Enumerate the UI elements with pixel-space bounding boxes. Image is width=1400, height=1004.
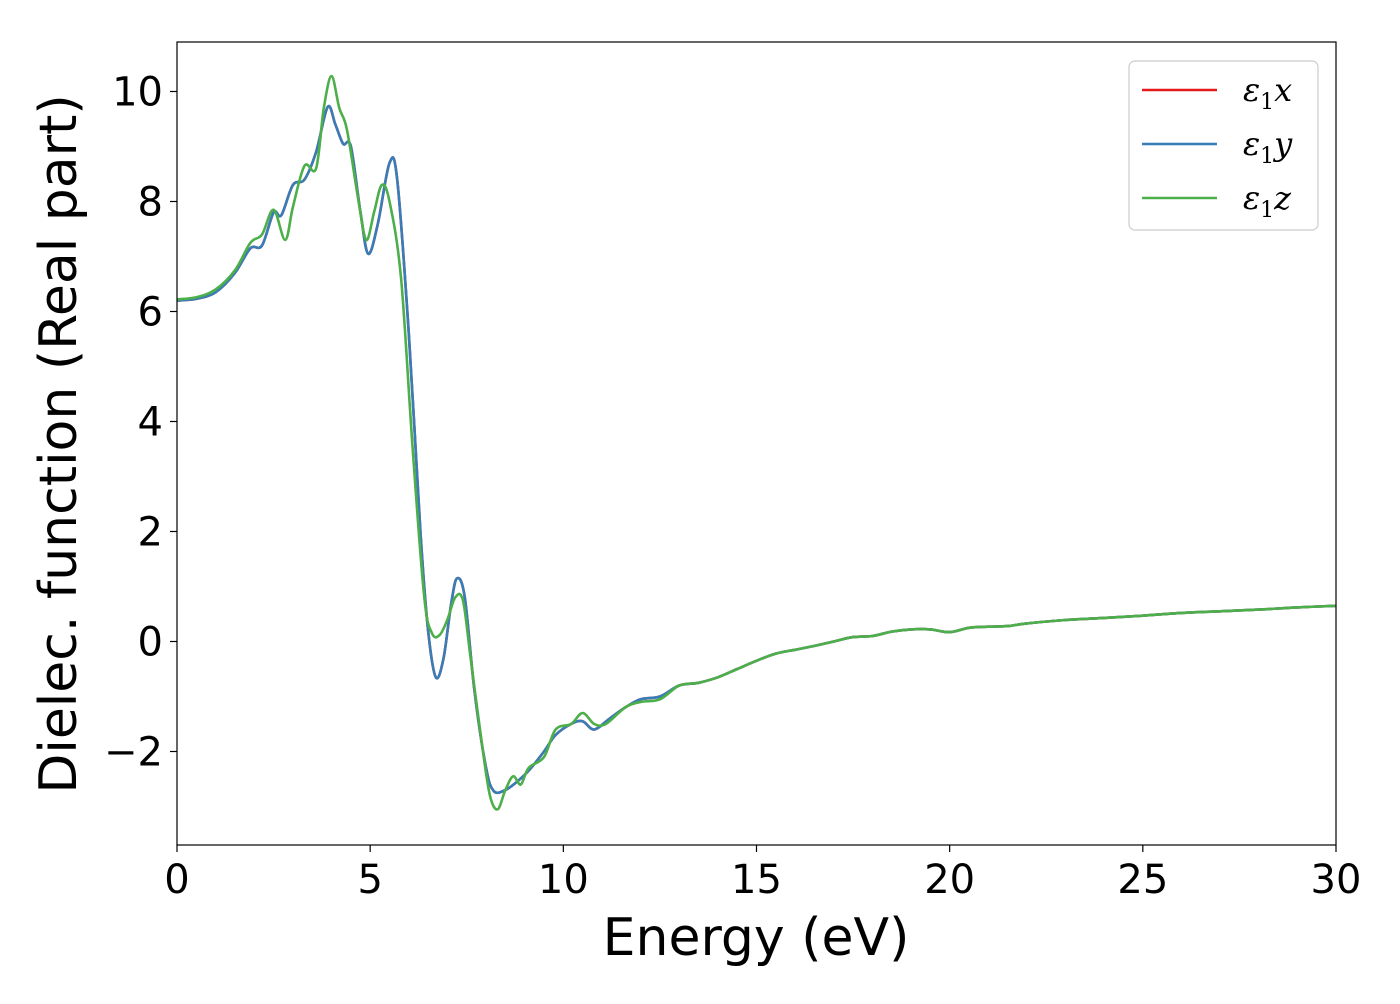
x-tick-label: 0: [164, 857, 189, 903]
x-axis-label: Energy (eV): [603, 908, 910, 968]
y-tick-label: 8: [138, 180, 163, 226]
y-axis: −2 0 2 4 6 8 10: [104, 70, 177, 776]
legend-box: [1128, 60, 1319, 231]
legend: ε1x ε1y ε1z: [1128, 60, 1319, 231]
y-axis-label: Dielec. function (Real part): [29, 94, 89, 793]
x-tick-label: 10: [538, 857, 589, 903]
x-tick-label: 20: [924, 857, 975, 903]
y-tick-label: 0: [138, 620, 163, 666]
legend-label-x: ε1x: [1243, 71, 1292, 115]
series-line-z: [176, 74, 1337, 811]
y-tick-label: 10: [112, 70, 163, 116]
x-tick-label: 15: [731, 857, 782, 903]
x-tick-label: 25: [1117, 857, 1168, 903]
x-tick-label: 5: [357, 857, 382, 903]
x-tick-label: 30: [1311, 857, 1362, 903]
legend-label-z: ε1z: [1243, 179, 1292, 223]
y-tick-label: −2: [104, 730, 163, 776]
x-axis: 0 5 10 15 20 25 30: [164, 845, 1361, 903]
y-tick-label: 2: [138, 510, 163, 556]
y-tick-label: 4: [138, 400, 163, 446]
legend-label-y: ε1y: [1243, 125, 1293, 169]
y-tick-label: 6: [138, 290, 163, 336]
series-layer: [176, 74, 1337, 811]
